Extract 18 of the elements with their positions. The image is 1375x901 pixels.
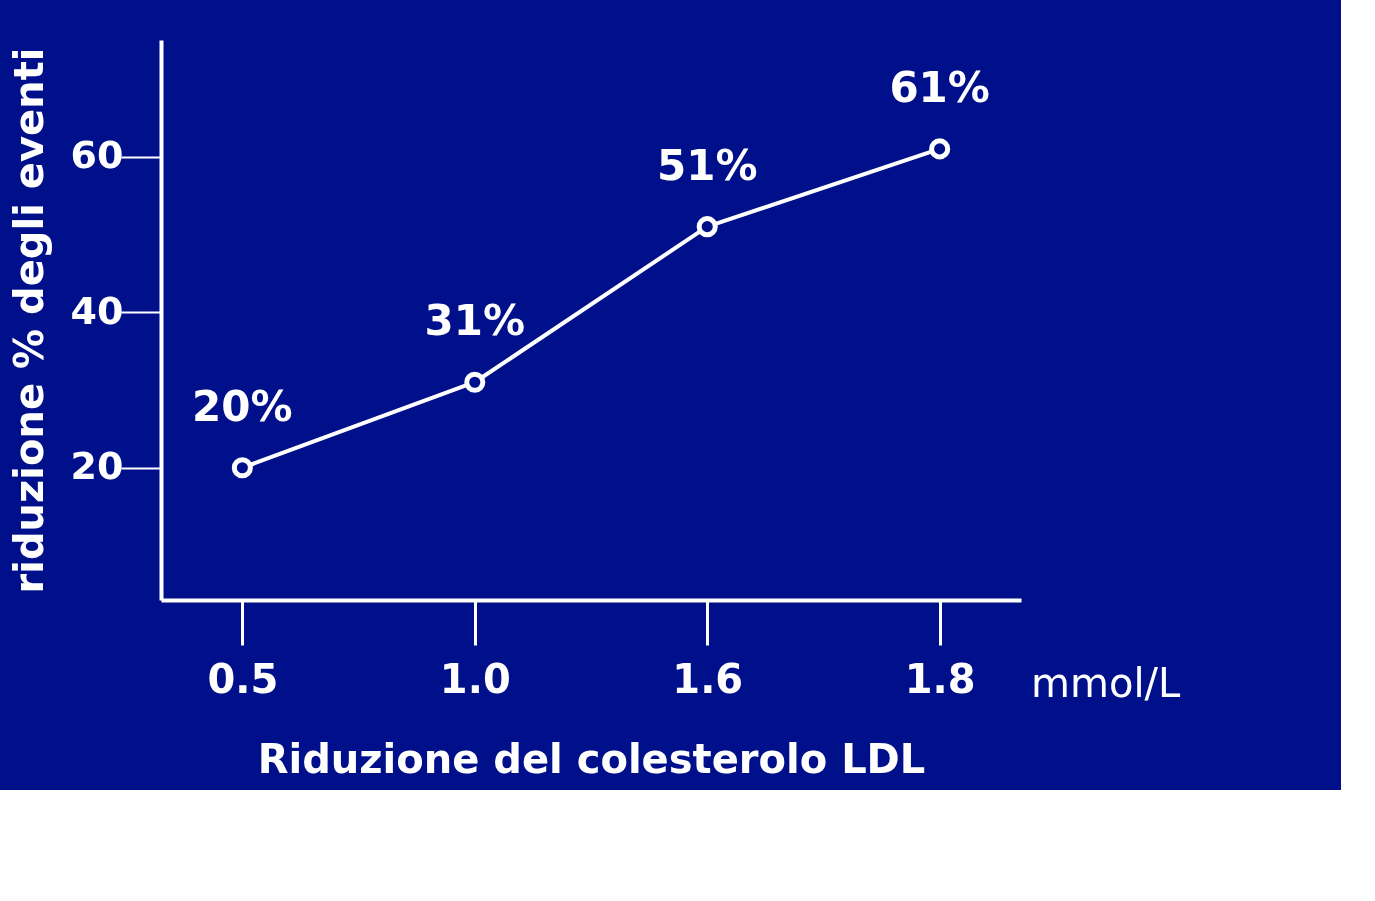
y-tick-label: 40 [70, 288, 124, 333]
text: 20% [192, 381, 293, 431]
point [929, 138, 951, 160]
x-tick-label: 1.8 [904, 655, 976, 702]
x-tick-label: 1.6 [672, 655, 744, 702]
text: 61% [889, 62, 990, 112]
point [464, 371, 486, 393]
text: 51% [656, 140, 758, 190]
text: mmol/L [1031, 660, 1181, 706]
point [696, 216, 718, 238]
text: 31% [424, 296, 526, 346]
point [231, 457, 253, 479]
y-tick-label: 20 [70, 444, 124, 489]
y-tick-label: 60 [70, 133, 124, 178]
y-axis-title: riduzione % degli eventi [5, 47, 52, 594]
x-tick-label: 0.5 [207, 655, 279, 702]
x-axis-title: Riduzione del colesterolo LDL [257, 735, 926, 782]
x-tick-label: 1.0 [439, 655, 511, 702]
